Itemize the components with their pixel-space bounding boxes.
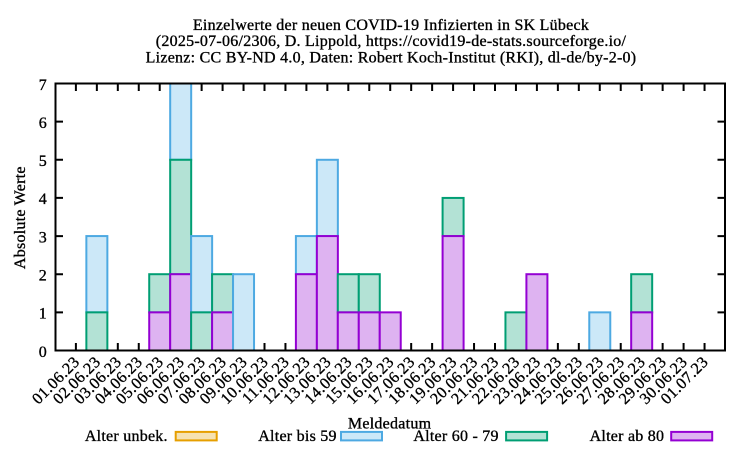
svg-text:Lizenz: CC BY-ND 4.0, Daten: R: Lizenz: CC BY-ND 4.0, Daten: Robert Koch… xyxy=(146,49,637,66)
svg-text:3: 3 xyxy=(39,229,47,246)
svg-text:0: 0 xyxy=(39,344,47,361)
svg-text:7: 7 xyxy=(39,77,47,94)
svg-text:2: 2 xyxy=(39,268,47,285)
svg-text:4: 4 xyxy=(39,191,47,208)
svg-text:Alter ab 80: Alter ab 80 xyxy=(590,428,665,445)
svg-text:(2025-07-06/2306, D. Lippold,: (2025-07-06/2306, D. Lippold, https://co… xyxy=(156,33,627,50)
svg-text:Absolute Werte: Absolute Werte xyxy=(12,166,29,269)
svg-text:Meldedatum: Meldedatum xyxy=(348,415,432,432)
svg-text:5: 5 xyxy=(39,153,47,170)
svg-text:Einzelwerte der neuen COVID-19: Einzelwerte der neuen COVID-19 Infiziert… xyxy=(193,17,589,34)
svg-text:Alter bis 59: Alter bis 59 xyxy=(258,428,337,445)
svg-text:Alter unbek.: Alter unbek. xyxy=(85,428,168,445)
svg-text:Alter 60 - 79: Alter 60 - 79 xyxy=(413,428,498,445)
svg-text:1: 1 xyxy=(39,306,47,323)
svg-text:6: 6 xyxy=(39,115,47,132)
